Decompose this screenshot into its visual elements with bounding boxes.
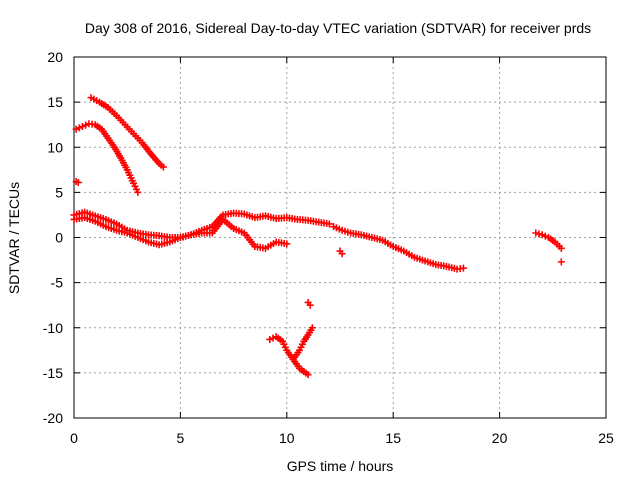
data-series bbox=[70, 94, 565, 379]
y-tick-label: -15 bbox=[43, 365, 63, 381]
y-tick-label: -5 bbox=[51, 275, 64, 291]
series-main-band-lower bbox=[70, 214, 291, 252]
data-point bbox=[74, 178, 82, 186]
x-tick-label: 15 bbox=[385, 430, 401, 446]
y-tick-labels: -20 -15 -10 -5 0 5 10 15 20 bbox=[43, 49, 63, 426]
data-point bbox=[538, 231, 546, 239]
series-early-high-arc bbox=[72, 120, 142, 196]
x-axis-label: GPS time / hours bbox=[287, 458, 394, 474]
y-tick-label: 0 bbox=[55, 230, 63, 246]
series-noon-dip bbox=[266, 333, 312, 379]
data-point bbox=[338, 250, 346, 258]
x-tick-labels: 0 5 10 15 20 25 bbox=[70, 430, 614, 446]
data-point bbox=[79, 122, 87, 130]
x-tick-label: 0 bbox=[70, 430, 78, 446]
data-point bbox=[283, 240, 291, 248]
x-tick-label: 25 bbox=[598, 430, 614, 446]
data-point bbox=[459, 264, 467, 272]
data-point bbox=[535, 230, 543, 238]
data-point bbox=[75, 124, 83, 132]
y-tick-label: 10 bbox=[47, 139, 63, 155]
data-point bbox=[159, 163, 167, 171]
y-tick-label: 15 bbox=[47, 94, 63, 110]
grid-lines bbox=[74, 57, 606, 418]
data-point bbox=[306, 301, 314, 309]
data-point bbox=[72, 125, 80, 133]
data-point bbox=[134, 188, 142, 196]
data-point bbox=[266, 335, 274, 343]
data-point bbox=[557, 258, 565, 266]
y-tick-label: 5 bbox=[55, 184, 63, 200]
data-point bbox=[82, 121, 90, 129]
y-axis-label: SDTVAR / TECUs bbox=[6, 182, 22, 294]
data-point bbox=[532, 229, 540, 237]
series-noon-dip-return bbox=[289, 324, 316, 363]
chart-title: Day 308 of 2016, Sidereal Day-to-day VTE… bbox=[85, 20, 591, 36]
data-point bbox=[325, 220, 333, 228]
y-tick-label: -20 bbox=[43, 410, 63, 426]
data-point bbox=[541, 232, 549, 240]
x-tick-label: 5 bbox=[177, 430, 185, 446]
series-descending-band bbox=[330, 223, 467, 273]
data-point bbox=[308, 324, 316, 332]
y-tick-label: -10 bbox=[43, 320, 63, 336]
series-early-top-arc bbox=[87, 94, 167, 171]
y-tick-label: 20 bbox=[47, 49, 63, 65]
series-isolated-points bbox=[72, 178, 565, 309]
data-point bbox=[304, 371, 312, 379]
tick-marks bbox=[73, 56, 607, 419]
data-point bbox=[557, 244, 565, 252]
x-tick-label: 10 bbox=[279, 430, 295, 446]
series-late-segment bbox=[532, 229, 565, 252]
x-tick-label: 20 bbox=[492, 430, 508, 446]
